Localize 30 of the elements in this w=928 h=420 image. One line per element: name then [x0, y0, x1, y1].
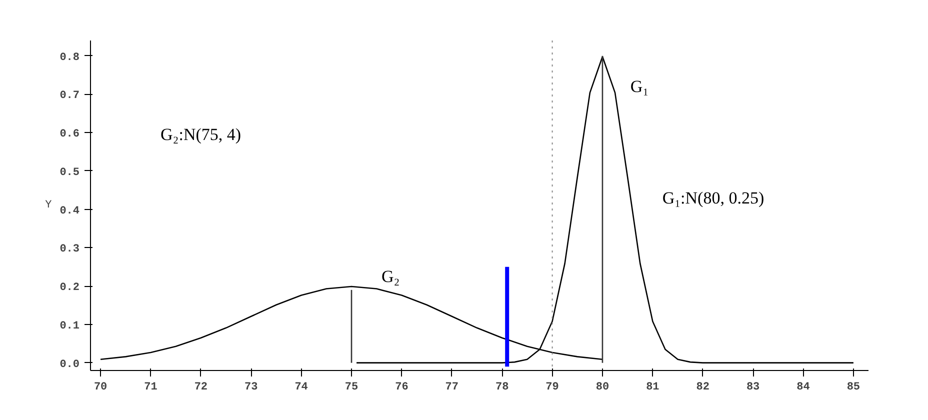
annotation: G₁	[630, 77, 649, 96]
x-tick-label: 75	[344, 382, 359, 394]
x-tick-label: 76	[395, 382, 408, 394]
y-axis-title: Y	[45, 200, 52, 212]
y-tick-label: 0.3	[60, 244, 80, 256]
x-tick-label: 83	[746, 382, 760, 394]
y-tick-label: 0.6	[60, 128, 80, 141]
y-tick-label: 0.1	[60, 320, 80, 332]
x-tick-label: 81	[646, 382, 660, 394]
x-tick-label: 70	[94, 382, 108, 394]
annotation: G₁:N(80, 0.25)	[662, 188, 764, 208]
y-tick-label: 0.0	[60, 358, 80, 371]
annotation: G₂	[381, 266, 400, 286]
y-tick-label: 0.4	[60, 205, 80, 218]
x-tick-label: 80	[596, 382, 610, 394]
x-tick-label: 82	[696, 382, 710, 394]
x-tick-label: 85	[846, 382, 860, 394]
y-tick-label: 0.5	[60, 166, 80, 179]
x-tick-label: 71	[144, 382, 158, 394]
y-tick-label: 0.2	[60, 282, 80, 294]
annotation: G₂:N(75, 4)	[160, 125, 242, 144]
x-tick-label: 73	[244, 382, 258, 394]
y-tick-label: 0.7	[60, 90, 80, 102]
x-tick-label: 72	[194, 382, 208, 394]
x-tick-label: 78	[495, 382, 510, 394]
x-tick-label: 84	[796, 382, 810, 394]
x-tick-label: 79	[546, 382, 559, 394]
x-tick-label: 77	[445, 382, 458, 394]
x-tick-label: 74	[294, 382, 308, 394]
y-tick-label: 0.8	[60, 52, 80, 64]
